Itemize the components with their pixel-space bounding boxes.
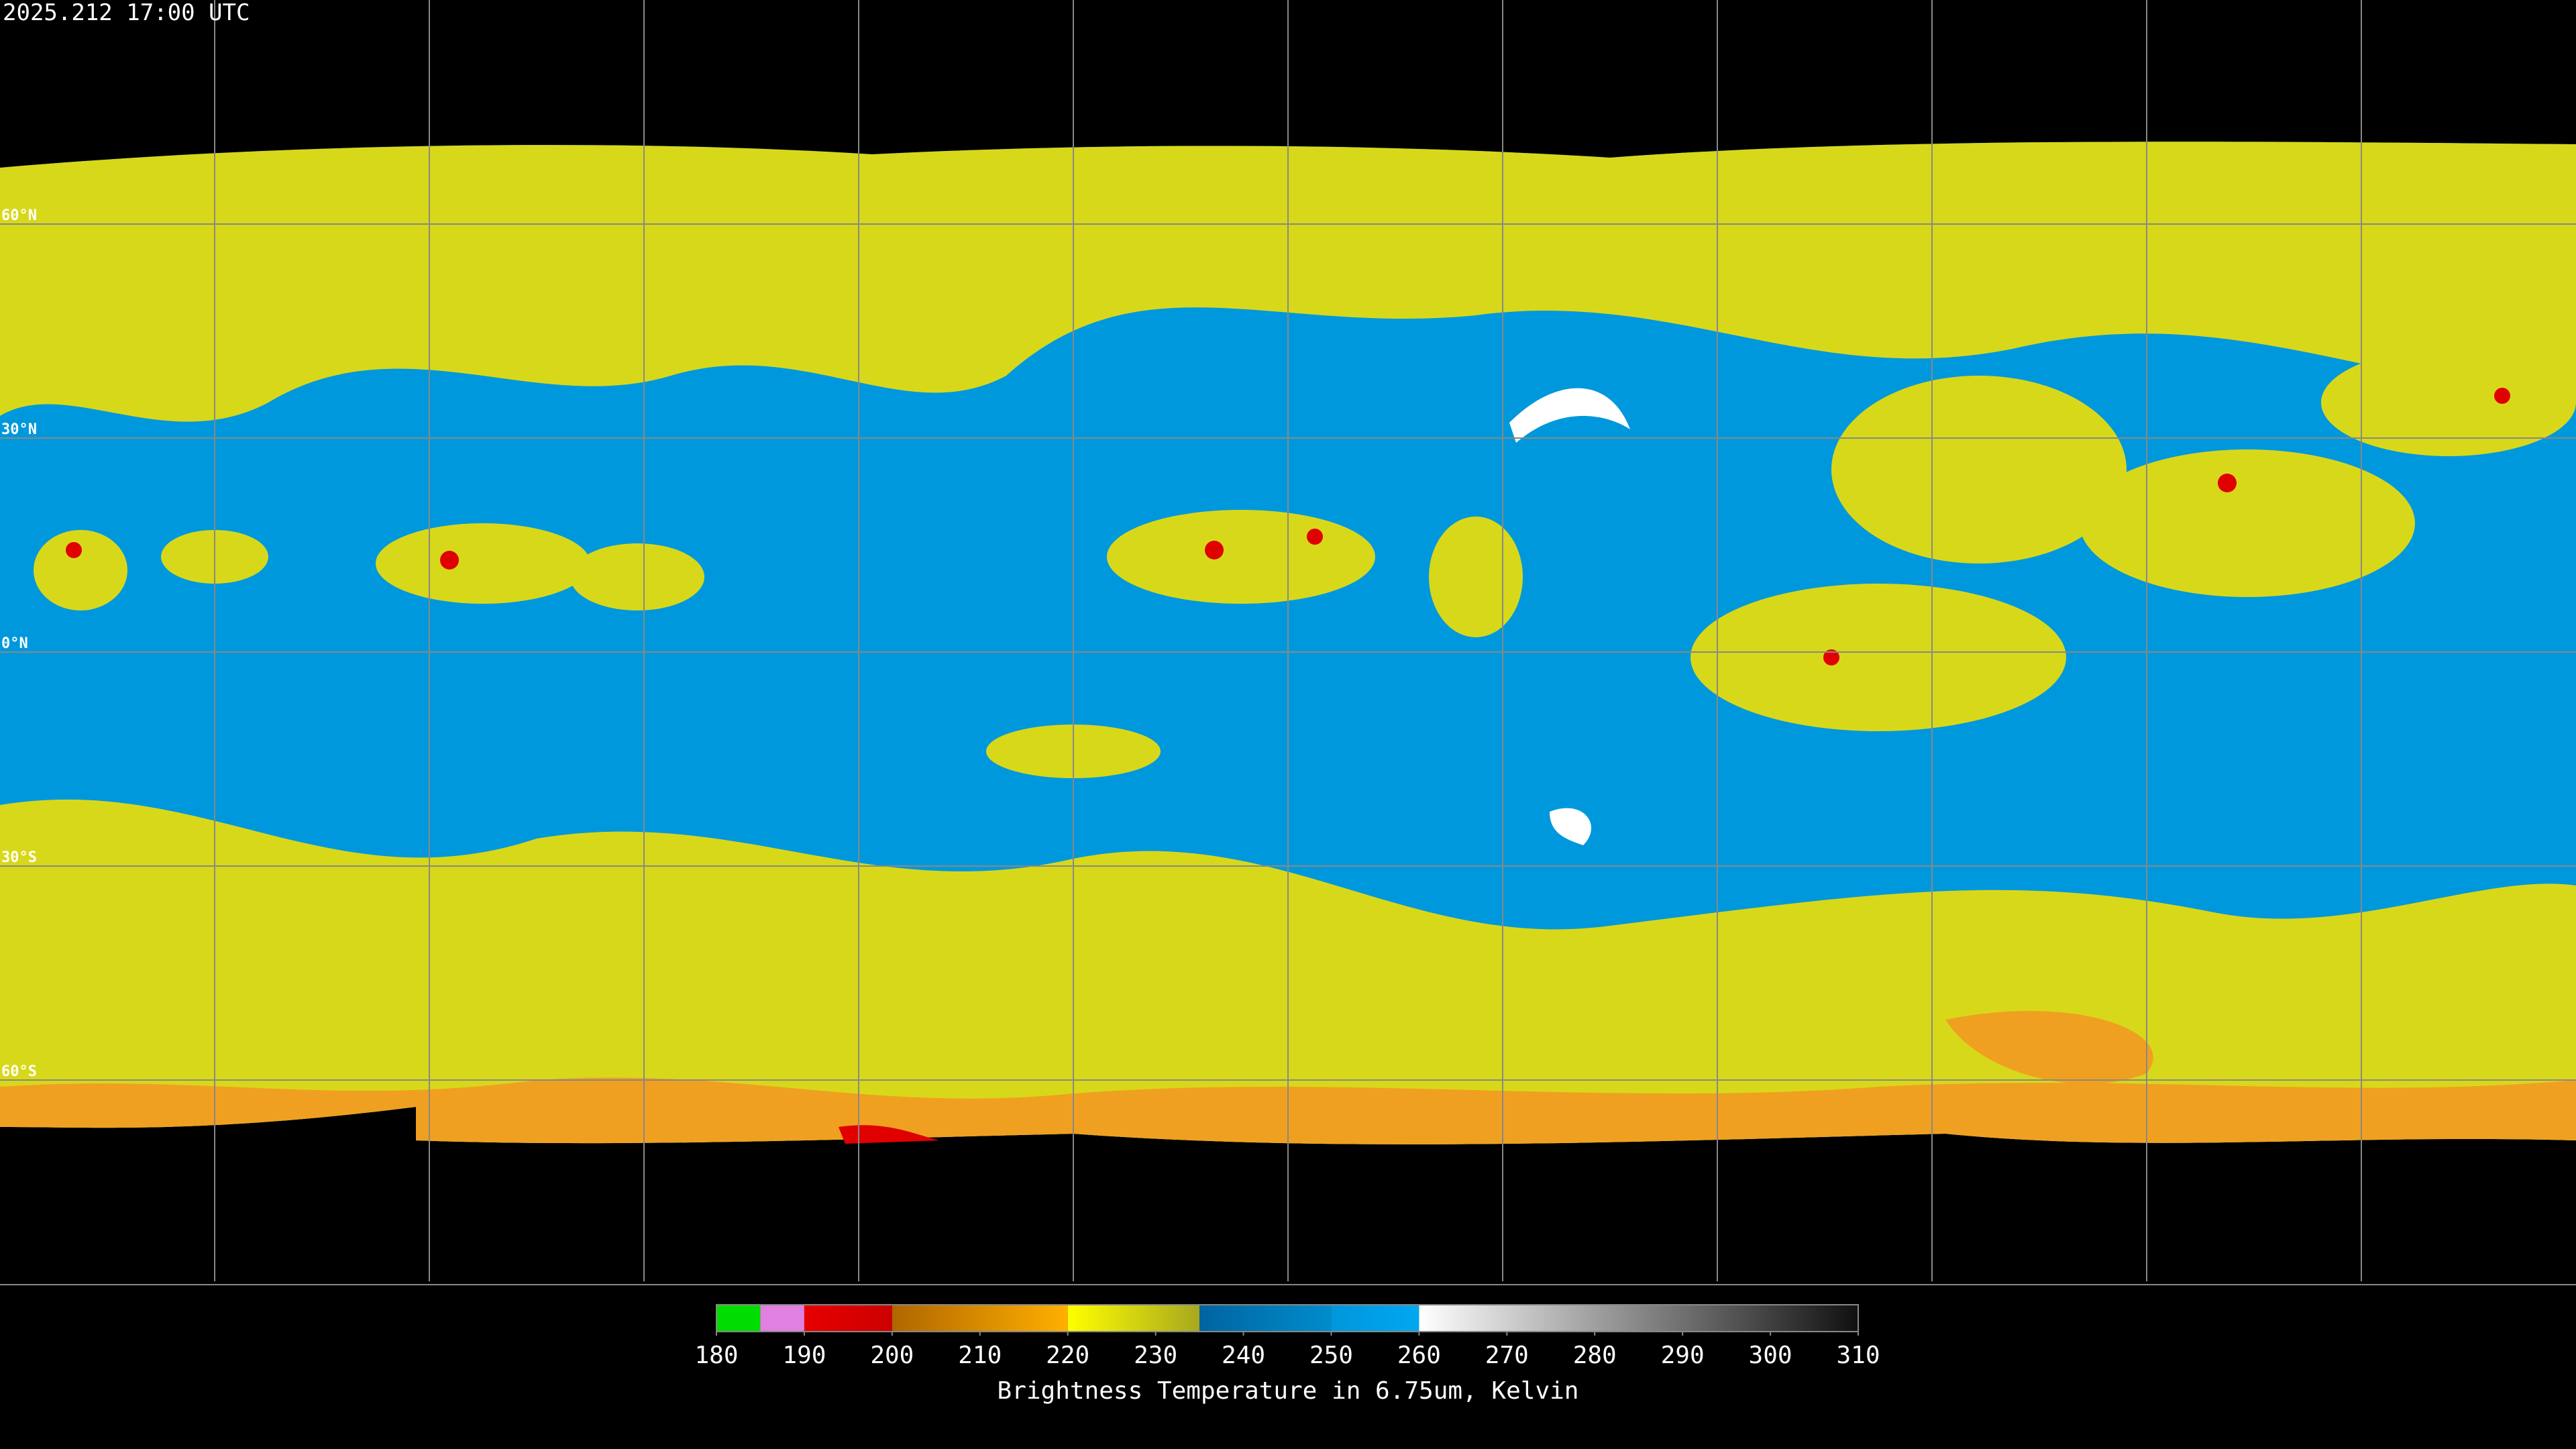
convection (1690, 584, 2066, 731)
deep-convection (66, 542, 82, 558)
colorbar-tick-label: 200 (870, 1342, 914, 1369)
convection (1429, 517, 1523, 637)
deep-convection (1205, 541, 1224, 559)
colorbar-segment (760, 1305, 804, 1332)
latitude-label: 60°S (1, 1063, 37, 1080)
colorbar-tick-label: 240 (1222, 1342, 1265, 1369)
latitude-label: 30°S (1, 849, 37, 866)
colorbar-tick-label: 210 (958, 1342, 1002, 1369)
colorbar-segment (1331, 1305, 1419, 1332)
colorbar-tick-label: 290 (1661, 1342, 1705, 1369)
deep-convection (2494, 388, 2510, 404)
latitude-label: 30°N (1, 421, 37, 438)
convection (2080, 449, 2415, 597)
latitude-label: 0°N (1, 635, 28, 652)
colorbar-tick-label: 280 (1573, 1342, 1617, 1369)
colorbar-tick-label: 260 (1397, 1342, 1441, 1369)
colorbar-tick-label: 270 (1485, 1342, 1529, 1369)
colorbar-segment (804, 1305, 892, 1332)
colorbar-segment (1199, 1305, 1332, 1332)
convection (34, 530, 127, 610)
colorbar-tick-label: 300 (1749, 1342, 1792, 1369)
colorbar-segment (1067, 1305, 1200, 1332)
cold-patch (1945, 1011, 2153, 1084)
timestamp: 2025.212 17:00 UTC (3, 0, 250, 26)
colorbar-tick-label: 250 (1309, 1342, 1353, 1369)
deep-convection (1823, 649, 1839, 665)
very-dry-patch (1509, 388, 1630, 443)
colorbar-tick-label: 230 (1134, 1342, 1177, 1369)
convection (1107, 510, 1375, 604)
deep-convection (1307, 529, 1323, 545)
colorbar-segment (892, 1305, 1068, 1332)
colorbar-label: Brightness Temperature in 6.75um, Kelvin (998, 1377, 1579, 1405)
convection (1831, 376, 2127, 564)
colorbar-tick-label: 310 (1836, 1342, 1880, 1369)
deep-convection (440, 551, 459, 570)
graticule (0, 0, 2576, 1285)
colorbar-tick-label: 180 (694, 1342, 738, 1369)
latitude-label: 60°N (1, 207, 37, 224)
colorbar-segment (1419, 1305, 1858, 1332)
very-dry-patch (1550, 808, 1591, 845)
very-cold-patch (839, 1125, 939, 1144)
convection (570, 543, 704, 610)
convection (376, 523, 590, 604)
colorbar-tick-label: 190 (782, 1342, 826, 1369)
colorbar-tick-label: 220 (1046, 1342, 1089, 1369)
convection (2321, 349, 2576, 456)
colorbar-frame (716, 1304, 1859, 1332)
colorbar-segment (716, 1305, 761, 1332)
deep-convection (2218, 474, 2237, 492)
